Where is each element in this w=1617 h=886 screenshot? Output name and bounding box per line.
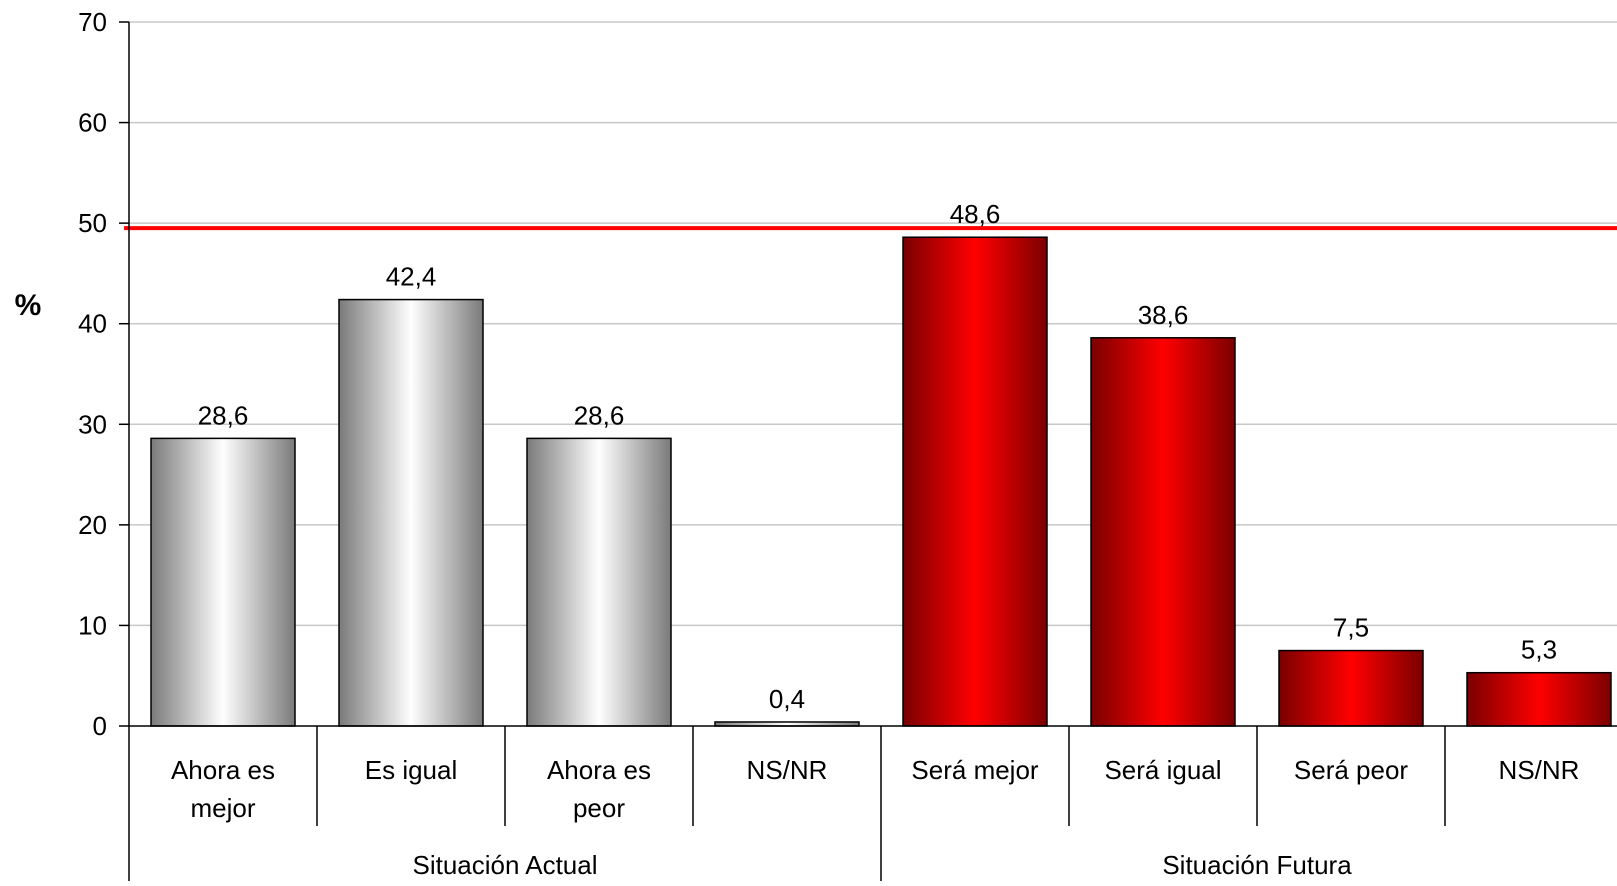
y-axis-label: % (15, 289, 42, 322)
category-label-3-0: NS/NR (747, 755, 828, 785)
y-tick-label-5: 50 (78, 208, 107, 238)
y-tick-label-4: 40 (78, 309, 107, 339)
labels: 0 10 20 30 40 50 60 70 28,6 Ahora es mejor 42,4 Es i… (78, 7, 1579, 880)
y-tick-label-6: 60 (78, 108, 107, 138)
group-label-1: Situación Futura (1162, 850, 1352, 880)
data-label-0: 28,6 (198, 400, 249, 430)
category-label-0-1: mejor (190, 793, 255, 823)
data-label-6: 7,5 (1333, 613, 1369, 643)
bar-0 (150, 437, 296, 727)
y-tick-label-1: 10 (78, 610, 107, 640)
bar-7 (1466, 671, 1612, 727)
bar-2 (526, 437, 672, 727)
bars (124, 226, 1617, 727)
bar-4 (902, 236, 1048, 727)
bar-1 (338, 298, 484, 727)
data-label-5: 38,6 (1138, 300, 1189, 330)
data-label-4: 48,6 (950, 199, 1001, 229)
data-label-2: 28,6 (574, 400, 625, 430)
category-label-1-0: Es igual (365, 755, 458, 785)
category-label-6-0: Será peor (1294, 755, 1409, 785)
data-label-3: 0,4 (769, 684, 805, 714)
category-label-2-1: peor (573, 793, 625, 823)
bar-6 (1278, 649, 1424, 727)
category-label-0-0: Ahora es (171, 755, 275, 785)
bar-5 (1090, 337, 1236, 727)
group-label-0: Situación Actual (412, 850, 597, 880)
y-tick-label-2: 20 (78, 510, 107, 540)
category-label-2-0: Ahora es (547, 755, 651, 785)
y-tick-label-3: 30 (78, 409, 107, 439)
category-label-7-0: NS/NR (1499, 755, 1580, 785)
data-label-7: 5,3 (1521, 635, 1557, 665)
category-label-4-0: Será mejor (911, 755, 1038, 785)
y-tick-label-7: 70 (78, 7, 107, 37)
category-label-5-0: Será igual (1104, 755, 1221, 785)
y-tick-label-0: 0 (93, 711, 107, 741)
axes (119, 21, 1617, 881)
data-label-1: 42,4 (386, 262, 437, 292)
